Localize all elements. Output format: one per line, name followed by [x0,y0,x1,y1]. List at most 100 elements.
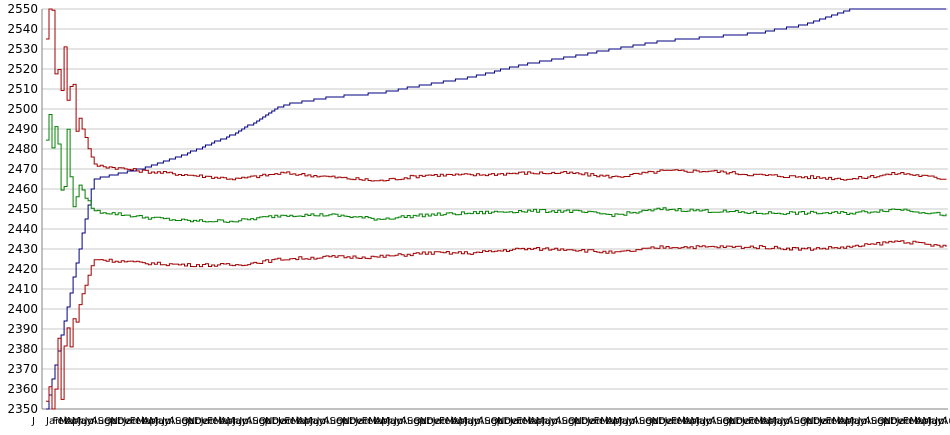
x-tick-label: Dec [117,416,136,427]
x-tick-label: Dec [813,416,832,427]
x-tick-label: Mar [59,416,79,427]
x-tick-label: Oct [181,416,198,427]
x-tick-label: May [922,416,943,427]
x-tick-label: Aug [168,416,188,427]
x-tick-label: Jun [541,416,558,427]
x-tick-label: Mar [523,416,543,427]
x-tick-label: Oct [800,416,817,427]
x-axis: J JanFebMarAprMayJunJulAugSepOctNovDecJan… [31,408,950,427]
series-line-3 [46,114,947,223]
x-tick-label: Feb [207,416,225,427]
y-tick-label: 2530 [7,42,38,56]
x-tick-label: Mar [677,416,697,427]
x-tick-label: Feb [826,416,844,427]
x-tick-label: Dec [272,416,291,427]
x-tick-label: Feb [903,416,921,427]
x-tick-label: Jul [857,416,870,427]
y-tick-label: 2510 [7,82,38,96]
x-tick-label: Jan [664,416,680,427]
x-tick-label: Nov [342,416,362,427]
x-tick-label: Nov [265,416,285,427]
x-tick-label: Jun [77,416,94,427]
x-tick-label: Dec [426,416,445,427]
y-tick-label: 2540 [7,22,38,36]
x-tick-label: Jun [928,416,945,427]
x-tick-label: Apr [452,416,470,427]
x-tick-label: Sep [329,416,348,427]
x-tick-label: Apr [297,416,315,427]
x-tick-label: Jul [625,416,638,427]
y-axis: 2350 2360 2370 2380 2390 2400 2410 2420 2430 2440… [7,2,43,416]
series-line-4 [46,240,947,410]
x-tick-label: Oct [491,416,508,427]
y-tick-label: 2450 [7,202,38,216]
x-tick-label: May [304,416,325,427]
x-tick-label: Feb [284,416,302,427]
series-line-2 [46,8,947,182]
x-tick-label: Jan [741,416,757,427]
y-tick-label: 2520 [7,62,38,76]
x-tick-label: Jan [509,416,525,427]
x-tick-label: Jul [548,416,561,427]
y-tick-label: 2400 [7,302,38,316]
y-tick-label: 2420 [7,262,38,276]
x-tick-label: Nov [110,416,130,427]
x-tick-label: Jul [934,416,947,427]
x-tick-label-first: J [31,416,35,427]
x-tick-label: Dec [503,416,522,427]
x-tick-label: Jun [386,416,403,427]
y-tick-label: 2380 [7,342,38,356]
x-tick-label: Jun [155,416,172,427]
x-tick-label: Sep [484,416,503,427]
x-tick-label: Feb [671,416,689,427]
x-tick-label: Jun [773,416,790,427]
x-tick-label: Jan [818,416,834,427]
x-tick-label: Jun [696,416,713,427]
x-tick-label: Nov [188,416,208,427]
x-tick-label: Sep [793,416,812,427]
x-tick-label: Jun [309,416,326,427]
x-tick-label: Oct [877,416,894,427]
x-tick-label: Oct [413,416,430,427]
x-tick-label: Feb [362,416,380,427]
x-tick-label: Feb [439,416,457,427]
x-tick-label: Feb [748,416,766,427]
x-tick-label: Feb [594,416,612,427]
x-tick-label: Aug [942,416,950,427]
x-tick-label: Feb [516,416,534,427]
x-tick-label: Jul [779,416,792,427]
x-tick-label: May [226,416,247,427]
x-tick-label: Aug [864,416,884,427]
x-tick-label: Mar [214,416,234,427]
x-tick-label: May [536,416,557,427]
x-tick-label: Aug [710,416,730,427]
x-tick-label: May [845,416,866,427]
x-tick-label: Mar [755,416,775,427]
grid-lines [42,8,948,410]
x-tick-label: Mar [368,416,388,427]
y-tick-label: 2430 [7,242,38,256]
y-tick-label: 2390 [7,322,38,336]
x-tick-label: Jun [232,416,249,427]
x-tick-label: Sep [175,416,194,427]
x-tick-label: Apr [684,416,702,427]
y-tick-label: 2470 [7,162,38,176]
x-tick-label: May [768,416,789,427]
x-tick-label: Jun [618,416,635,427]
x-tick-label: Jul [702,416,715,427]
x-tick-label: Jul [470,416,483,427]
x-tick-label: Apr [529,416,547,427]
x-tick-label: Dec [658,416,677,427]
x-tick-label: Nov [497,416,517,427]
x-tick-label: Aug [478,416,498,427]
x-tick-label: Mar [600,416,620,427]
x-tick-label: Oct [645,416,662,427]
x-tick-label: Dec [349,416,368,427]
x-tick-label: Apr [143,416,161,427]
x-tick-label: Mar [136,416,156,427]
x-tick-label: Mar [909,416,929,427]
x-tick-label: Dec [194,416,213,427]
x-tick-label: Sep [639,416,658,427]
series-group [46,8,947,410]
x-tick-label: Apr [65,416,83,427]
